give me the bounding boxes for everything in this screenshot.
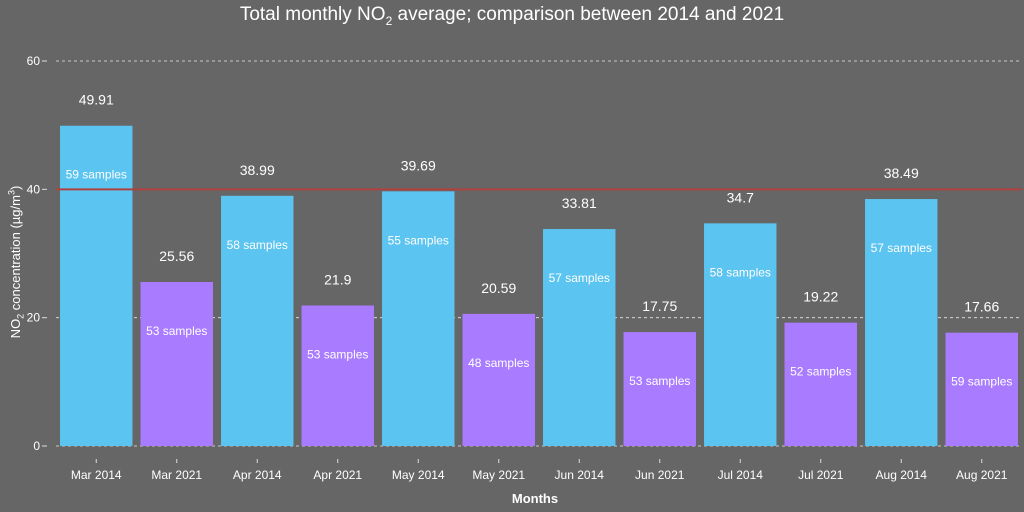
value-label: 38.49 xyxy=(884,165,919,181)
sample-label: 53 samples xyxy=(629,374,690,388)
x-axis-label: Months xyxy=(511,491,559,506)
value-label: 25.56 xyxy=(159,248,194,264)
bar xyxy=(543,229,616,446)
y-tick-label: 40 xyxy=(27,182,41,196)
value-label: 19.22 xyxy=(803,289,838,305)
sample-label: 53 samples xyxy=(307,347,368,361)
chart-title: Total monthly NO2 average; comparison be… xyxy=(239,4,785,28)
sample-label: 55 samples xyxy=(388,233,449,247)
x-tick-label: May 2021 xyxy=(472,468,525,482)
bar xyxy=(140,281,213,446)
sample-label: 48 samples xyxy=(468,356,529,370)
sample-label: 57 samples xyxy=(871,241,932,255)
x-tick-label: May 2014 xyxy=(392,468,445,482)
value-label: 49.91 xyxy=(79,92,114,108)
value-label: 39.69 xyxy=(401,157,436,173)
value-label: 17.66 xyxy=(964,299,999,315)
y-tick-label: 20 xyxy=(27,311,41,325)
x-tick-label: Apr 2014 xyxy=(233,468,282,482)
bar xyxy=(221,195,294,446)
sample-label: 58 samples xyxy=(710,265,771,279)
sample-label: 59 samples xyxy=(66,168,127,182)
bar xyxy=(865,199,938,446)
y-tick-label: 0 xyxy=(33,439,40,453)
bar xyxy=(704,223,777,446)
bar xyxy=(462,313,535,446)
x-tick-label: Mar 2021 xyxy=(151,468,202,482)
y-tick-label: 60 xyxy=(27,54,41,68)
value-label: 38.99 xyxy=(240,162,275,178)
sample-label: 58 samples xyxy=(227,238,288,252)
bar xyxy=(784,322,857,446)
value-label: 20.59 xyxy=(481,280,516,296)
value-label: 34.7 xyxy=(727,189,754,205)
x-tick-label: Aug 2014 xyxy=(876,468,928,482)
sample-label: 53 samples xyxy=(146,324,207,338)
x-tick-label: Jul 2021 xyxy=(798,468,844,482)
bar xyxy=(623,332,696,446)
sample-label: 59 samples xyxy=(951,375,1012,389)
bar xyxy=(945,332,1018,446)
bar xyxy=(60,125,133,446)
y-axis-label: NO2 concentration (µg/m3) xyxy=(6,185,26,339)
value-label: 17.75 xyxy=(642,298,677,314)
x-tick-label: Jun 2014 xyxy=(555,468,605,482)
bar xyxy=(301,305,374,446)
sample-label: 52 samples xyxy=(790,365,851,379)
x-tick-label: Jul 2014 xyxy=(718,468,764,482)
x-tick-label: Apr 2021 xyxy=(313,468,362,482)
x-tick-label: Mar 2014 xyxy=(71,468,122,482)
value-label: 21.9 xyxy=(324,271,351,287)
sample-label: 57 samples xyxy=(549,271,610,285)
value-label: 33.81 xyxy=(562,195,597,211)
x-tick-label: Jun 2021 xyxy=(635,468,685,482)
bar xyxy=(382,191,455,446)
x-tick-label: Aug 2021 xyxy=(956,468,1008,482)
